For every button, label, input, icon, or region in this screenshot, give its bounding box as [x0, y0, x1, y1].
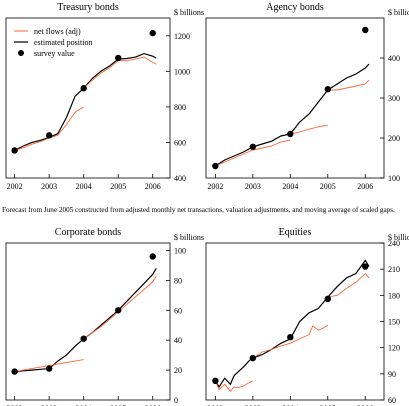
x-tick-label: 2005 — [110, 182, 126, 191]
series-net-flows-line — [214, 380, 253, 393]
plot-frame — [5, 17, 171, 179]
plot-frame — [205, 17, 385, 179]
panel-corporate-bonds: Corporate bonds $ billions 0 20 40 60 80 100 200… — [5, 227, 204, 406]
y-tick-label: 400 — [174, 174, 186, 183]
y-tick-label: 180 — [388, 291, 400, 300]
y-tick-label: 400 — [388, 54, 400, 63]
chart-title: Corporate bonds — [55, 227, 121, 238]
survey-value-point — [11, 147, 18, 154]
y-tick-label: 800 — [174, 103, 186, 112]
plot-frame — [205, 242, 385, 401]
y-tick-label: 40 — [174, 336, 182, 345]
x-tick-label: 2006 — [145, 404, 161, 406]
y-tick-label: 0 — [174, 396, 178, 405]
unit-label: $ billions — [388, 233, 409, 242]
unit-label: $ billions — [388, 8, 409, 17]
survey-value-point — [45, 365, 53, 372]
y-tick-label: 20 — [174, 366, 182, 375]
series-net-flows-line — [327, 272, 370, 298]
y-tick-label: 60 — [174, 306, 182, 315]
series-estimated-position-line — [14, 268, 157, 373]
x-tick-label: 2002 — [7, 182, 23, 191]
panel-equities: Equities $ billions 60 90 120 150 180 210 240 200… — [205, 227, 409, 406]
survey-value-point — [287, 334, 294, 341]
x-tick-label: 2002 — [207, 182, 223, 191]
panel-treasury-bonds: Treasury bonds $ billions 400 600 800 1000 120… — [5, 2, 204, 191]
y-tick-label: 100 — [388, 174, 400, 183]
y-tick-label: 100 — [174, 246, 186, 255]
series-net-flows-line — [83, 56, 157, 89]
x-tick-label: 2003 — [245, 182, 261, 191]
y-tick-label: 200 — [388, 134, 400, 143]
chart-title: Treasury bonds — [57, 2, 119, 13]
unit-label: $ billions — [174, 233, 204, 242]
x-tick-label: 2006 — [357, 404, 373, 406]
survey-value-point — [80, 85, 87, 92]
survey-value-point — [362, 263, 369, 270]
survey-value-point — [324, 295, 331, 303]
figure-caption: Forecast from June 2005 constructed from… — [2, 206, 395, 214]
y-tick-label: 1200 — [174, 32, 190, 41]
plot-frame — [5, 242, 171, 401]
legend-survey-value-marker — [18, 50, 24, 56]
survey-value-point — [249, 143, 257, 150]
y-tick-label: 210 — [388, 265, 400, 274]
survey-value-point — [80, 335, 87, 342]
series-net-flows-line — [215, 139, 291, 167]
y-tick-label: 600 — [174, 138, 186, 147]
y-tick-label: 300 — [388, 94, 400, 103]
y-tick-label: 90 — [388, 370, 396, 379]
legend: net flows (adj) estimated position survey … — [14, 27, 92, 58]
chart-title: Equities — [279, 227, 312, 238]
y-tick-label: 1000 — [174, 67, 190, 76]
survey-value-point — [149, 29, 156, 37]
x-tick-label: 2004 — [76, 404, 92, 406]
x-tick-label: 2006 — [145, 182, 161, 191]
survey-value-point — [212, 377, 219, 385]
x-tick-label: 2004 — [282, 182, 298, 191]
x-tick-label: 2003 — [41, 404, 57, 406]
series-estimated-position-line — [14, 52, 157, 151]
survey-value-point — [45, 132, 53, 139]
legend-estimated-position-label: estimated position — [34, 38, 92, 47]
y-tick-label: 80 — [174, 276, 182, 285]
x-tick-label: 2005 — [320, 404, 336, 406]
x-tick-label: 2004 — [282, 404, 298, 406]
legend-net-flows-label: net flows (adj) — [34, 27, 81, 36]
series-net-flows-line — [252, 324, 329, 359]
survey-value-point — [362, 26, 369, 34]
y-tick-label: 60 — [388, 396, 396, 405]
y-tick-label: 240 — [388, 239, 400, 248]
series-estimated-position-line — [215, 63, 370, 167]
survey-value-point — [115, 307, 122, 314]
survey-value-point — [115, 54, 122, 62]
survey-value-point — [324, 86, 331, 93]
x-tick-label: 2003 — [41, 182, 57, 191]
survey-value-point — [249, 354, 257, 362]
y-tick-label: 150 — [388, 318, 400, 327]
survey-value-point — [149, 253, 156, 260]
x-tick-label: 2004 — [76, 182, 92, 191]
legend-survey-value-label: survey value — [34, 49, 75, 58]
survey-value-point — [287, 130, 294, 138]
series-estimated-position-line — [214, 259, 370, 389]
survey-value-point — [212, 162, 219, 170]
x-tick-label: 2005 — [320, 182, 336, 191]
series-net-flows-line — [14, 106, 84, 151]
y-tick-label: 120 — [388, 344, 400, 353]
survey-value-point — [11, 368, 18, 375]
panel-agency-bonds: Agency bonds $ billions 100 200 300 400 2002 20… — [205, 2, 409, 191]
unit-label: $ billions — [174, 8, 204, 17]
x-tick-label: 2006 — [357, 182, 373, 191]
x-tick-label: 2005 — [110, 404, 126, 406]
chart-title: Agency bonds — [266, 2, 324, 13]
x-tick-label: 2002 — [207, 404, 223, 406]
series-net-flows-line — [83, 275, 157, 340]
x-tick-label: 2003 — [245, 404, 261, 406]
x-tick-label: 2002 — [7, 404, 23, 406]
series-net-flows-line — [290, 124, 328, 135]
series-net-flows-line — [327, 79, 370, 91]
